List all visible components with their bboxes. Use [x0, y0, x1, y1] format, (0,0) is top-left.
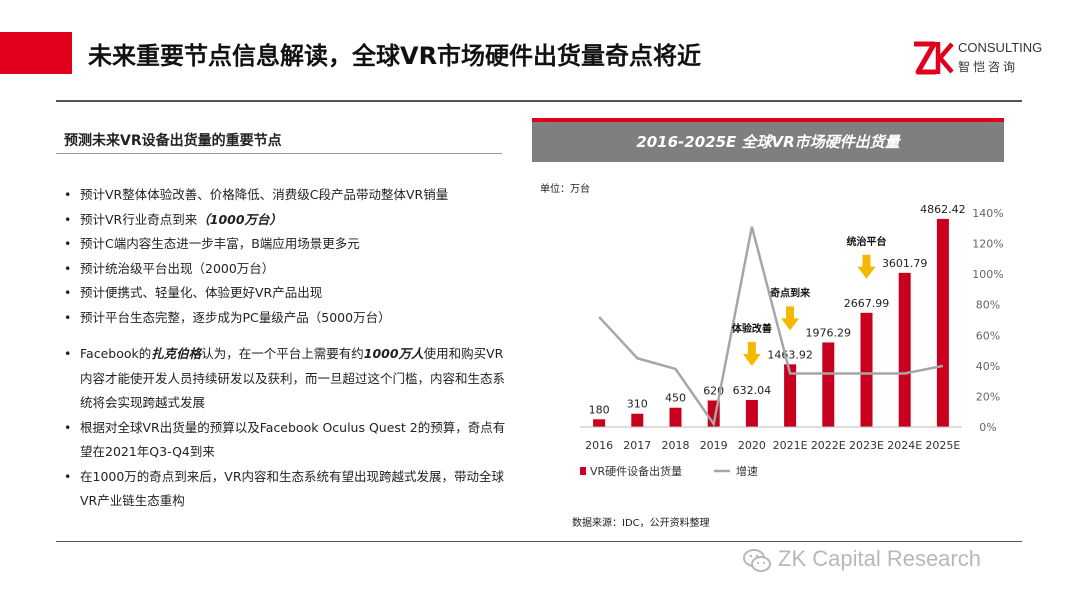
legend-swatch-bar	[580, 467, 586, 475]
x-tick-label: 2023E	[849, 439, 884, 452]
x-tick-label: 2020	[738, 439, 766, 452]
y2-tick-label: 100%	[972, 268, 1003, 281]
bullet-item: 预计VR整体体验改善、价格降低、消费级C段产品带动整体VR销量	[60, 183, 510, 208]
x-tick-label: 2022E	[811, 439, 846, 452]
x-tick-label: 2025E	[925, 439, 960, 452]
y2-tick-label: 20%	[976, 390, 1000, 403]
bar-value-label: 4862.42	[920, 203, 966, 216]
bullet-item: 预计VR行业奇点到来（1000万台）	[60, 208, 510, 233]
down-arrow-icon	[781, 306, 800, 331]
bar-value-label: 310	[627, 398, 648, 411]
bar-2017	[631, 413, 644, 427]
y2-tick-label: 120%	[972, 238, 1003, 251]
watermark: ZK Capital Research	[742, 544, 1052, 580]
annotation-label: 体验改善	[732, 322, 772, 335]
bar-2025E	[936, 218, 949, 427]
bar-2020	[745, 399, 758, 427]
title-accent-bar	[0, 32, 72, 74]
bullet-item: 预计平台生态完整，逐步成为PC量级产品（5000万台）	[60, 306, 510, 331]
bullet-item: 在1000万的奇点到来后，VR内容和生态系统有望出现跨越式发展，带动全球VR产业…	[60, 465, 510, 514]
legend-label: 增速	[736, 464, 758, 478]
bullet-item: 预计便携式、轻量化、体验更好VR产品出现	[60, 281, 510, 306]
wechat-icon	[743, 549, 771, 572]
bar-value-label: 632.04	[733, 384, 772, 397]
y2-tick-label: 140%	[972, 207, 1003, 220]
zk-logo-icon	[914, 41, 954, 75]
y2-tick-label: 60%	[976, 329, 1000, 342]
section-title-underline	[56, 153, 502, 154]
zk-consulting-logo: CONSULTING 智恺咨询	[912, 38, 1052, 78]
bar-value-label: 180	[589, 403, 610, 416]
logo-text-cn: 智恺咨询	[958, 60, 1019, 74]
logo-text-en: CONSULTING	[958, 40, 1043, 55]
x-tick-label: 2018	[662, 439, 690, 452]
x-tick-label: 2017	[623, 439, 651, 452]
footer-divider	[56, 541, 1022, 542]
chart-header-accent	[532, 118, 1004, 122]
bullet-item: 预计C端内容生态进一步丰富，B端应用场景更多元	[60, 232, 510, 257]
growth-rate-line	[598, 226, 944, 428]
bullet-item: 根据对全球VR出货量的预算以及Facebook Oculus Quest 2的预…	[60, 416, 510, 465]
annotation-label: 奇点到来	[770, 286, 811, 299]
header-divider	[56, 100, 1022, 102]
bar-2016	[593, 419, 606, 427]
unit-label: 单位：万台	[540, 182, 590, 195]
y2-tick-label: 0%	[979, 421, 996, 434]
bar-2022E	[822, 342, 835, 427]
x-tick-label: 2016	[585, 439, 613, 452]
bar-value-label: 1463.92	[767, 348, 813, 361]
page-title: 未来重要节点信息解读，全球VR市场硬件出货量奇点将近	[88, 42, 702, 70]
y2-tick-label: 80%	[976, 299, 1000, 312]
bar-value-label: 450	[665, 392, 686, 405]
data-source: 数据来源：IDC，公开资料整理	[572, 518, 710, 529]
chart-title: 2016-2025E 全球VR市场硬件出货量	[532, 122, 1004, 162]
bullet-item-facebook: Facebook的扎克伯格认为，在一个平台上需要有约1000万人使用和购买VR内…	[60, 342, 510, 416]
section-title: 预测未来VR设备出货量的重要节点	[64, 133, 282, 149]
watermark-text: ZK Capital Research	[778, 546, 981, 571]
x-tick-label: 2021E	[773, 439, 808, 452]
bar-2018	[669, 407, 682, 427]
bar-value-label: 3601.79	[882, 257, 928, 270]
down-arrow-icon	[857, 254, 876, 279]
bar-2023E	[860, 312, 873, 427]
y2-tick-label: 40%	[976, 360, 1000, 373]
bar-value-label: 1976.29	[806, 326, 852, 339]
x-tick-label: 2019	[700, 439, 728, 452]
down-arrow-icon	[742, 341, 761, 366]
bar-2024E	[898, 272, 911, 427]
bar-value-label: 2667.99	[844, 297, 890, 310]
legend-label: VR硬件设备出货量	[590, 464, 682, 478]
x-tick-label: 2024E	[887, 439, 922, 452]
bar-2021E	[784, 364, 797, 427]
bullet-item: 预计统治级平台出现（2000万台）	[60, 257, 510, 282]
annotation-label: 统治平台	[847, 235, 887, 248]
bullet-list: 预计VR整体体验改善、价格降低、消费级C段产品带动整体VR销量 预计VR行业奇点…	[60, 183, 510, 514]
